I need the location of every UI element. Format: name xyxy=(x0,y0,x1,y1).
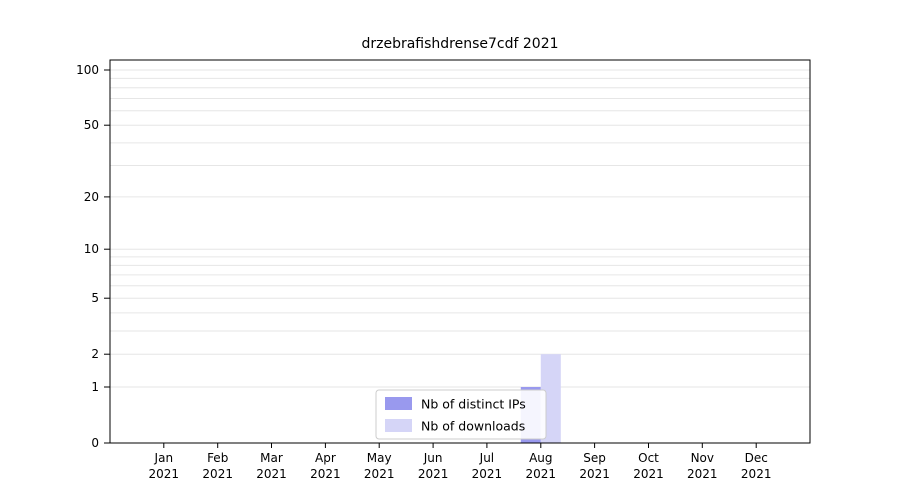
legend-label: Nb of downloads xyxy=(421,419,525,434)
x-tick-label: Sep 2021 xyxy=(579,451,610,481)
plot-frame xyxy=(109,59,811,444)
x-tick-label: Jun 2021 xyxy=(418,451,449,481)
legend-box xyxy=(375,389,547,440)
legend-swatch xyxy=(385,397,412,410)
y-tick-label: 2 xyxy=(91,347,99,361)
x-tick-label: Apr 2021 xyxy=(310,451,341,481)
chart-title: drzebrafishdrense7cdf 2021 xyxy=(361,36,558,52)
x-tick-label: Jul 2021 xyxy=(472,451,503,481)
x-tick-label: Feb 2021 xyxy=(202,451,233,481)
y-tick-label: 5 xyxy=(91,291,99,305)
x-tick-label: Aug 2021 xyxy=(526,451,557,481)
x-tick-label: Dec 2021 xyxy=(741,451,772,481)
y-tick-label: 50 xyxy=(84,118,99,132)
x-tick-label: Jan 2021 xyxy=(149,451,180,481)
legend-label: Nb of distinct IPs xyxy=(421,397,526,412)
y-tick-label: 1 xyxy=(91,380,99,394)
y-tick-label: 10 xyxy=(84,242,99,256)
x-tick-label: May 2021 xyxy=(364,451,395,481)
grid-layer xyxy=(110,69,810,388)
axis-layer: 0 1 2 5 10 20 50 100 Jan 2021 Feb 2021 Mar 2021 Apr 202… xyxy=(76,63,771,481)
x-tick-label: Mar 2021 xyxy=(256,451,287,481)
legend-swatch xyxy=(385,419,412,432)
x-tick-label: Oct 2021 xyxy=(633,451,664,481)
legend: Nb of distinct IPs Nb of downloads xyxy=(375,389,547,440)
x-tick-label: Nov 2021 xyxy=(687,451,718,481)
y-tick-label: 20 xyxy=(84,190,99,204)
y-tick-label: 100 xyxy=(76,63,99,77)
y-tick-label: 0 xyxy=(91,436,99,450)
